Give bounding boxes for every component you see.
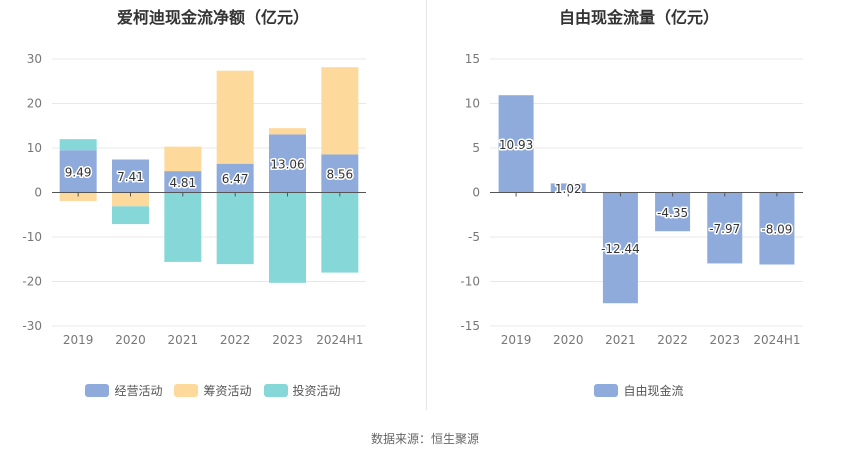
data-label: -7.97 (709, 222, 740, 236)
y-tick-label: -30 (22, 319, 42, 333)
x-tick-label: 2021 (168, 333, 199, 347)
bar (112, 192, 149, 207)
bar (707, 192, 743, 264)
data-label: 4.81 (169, 176, 196, 190)
bar (59, 139, 97, 151)
data-label: -8.09 (761, 223, 792, 237)
x-tick-label: 2024H1 (753, 333, 800, 347)
legend-label: 投资活动 (292, 384, 341, 398)
y-tick-label: -10 (460, 275, 480, 289)
y-tick-label: -20 (22, 275, 42, 289)
bar (321, 67, 359, 155)
y-tick-label: 5 (472, 141, 480, 155)
bar (216, 192, 254, 265)
y-tick-label: 0 (34, 186, 42, 200)
y-tick-label: -5 (468, 230, 480, 244)
bar (498, 95, 534, 193)
bar (59, 150, 97, 193)
y-tick-label: -10 (22, 230, 42, 244)
data-label: 1.02 (555, 182, 582, 196)
data-label: 9.49 (65, 165, 92, 179)
legend: 经营活动 筹资活动 投资活动 (0, 382, 426, 399)
y-tick-label: 0 (472, 186, 480, 200)
legend-item[interactable]: 投资活动 (263, 382, 341, 399)
legend-label: 自由现金流 (623, 384, 684, 398)
data-label: 7.41 (117, 170, 144, 184)
x-tick-label: 2022 (657, 333, 688, 347)
data-label: -4.35 (657, 206, 688, 220)
cashflow-net-chart: 爱柯迪现金流净额（亿元） 30 20 10 0 -10 -20 -30 2019 2020 202… (0, 0, 426, 410)
legend-swatch (594, 384, 619, 397)
chart-title: 爱柯迪现金流净额（亿元） (116, 8, 309, 27)
bar (269, 192, 306, 283)
legend-item[interactable]: 经营活动 (85, 382, 162, 399)
legend: 自由现金流 (428, 382, 850, 399)
y-tick-label: 20 (27, 97, 42, 111)
free-cashflow-plot: 15 10 5 0 -5 -10 -15 2019 2020 2021 2022 2023 2024H1… (460, 52, 803, 347)
free-cashflow-chart: 自由现金流量（亿元） 15 10 5 0 -5 -10 -15 2019 2020 2021 202… (428, 0, 850, 410)
legend-label: 经营活动 (114, 384, 163, 398)
x-tick-label: 2023 (272, 333, 303, 347)
data-label: 6.47 (222, 172, 249, 186)
legend-swatch (263, 384, 288, 397)
x-tick-label: 2022 (220, 333, 251, 347)
bar (602, 192, 638, 304)
bar (59, 192, 97, 201)
y-tick-label: 10 (465, 97, 480, 111)
bar (216, 163, 254, 193)
bar (112, 159, 149, 193)
x-tick-label: 2019 (63, 333, 94, 347)
bar (655, 192, 691, 232)
data-label: -12.44 (601, 242, 640, 256)
x-tick-label: 2024H1 (316, 333, 363, 347)
bar (164, 146, 202, 172)
x-tick-label: 2019 (501, 333, 532, 347)
panel-divider (426, 0, 427, 410)
chart-title: 自由现金流量（亿元） (558, 8, 719, 27)
bar (164, 171, 202, 193)
bar (269, 134, 306, 193)
legend-swatch (85, 384, 110, 397)
x-tick-label: 2021 (605, 333, 636, 347)
bar (164, 192, 202, 262)
y-tick-label: 30 (27, 52, 42, 66)
bar (112, 206, 149, 225)
x-tick-label: 2020 (553, 333, 584, 347)
bar (321, 192, 359, 273)
bar (321, 154, 359, 193)
legend-item[interactable]: 筹资活动 (174, 382, 252, 399)
bar (759, 192, 795, 265)
cashflow-net-plot: 30 20 10 0 -10 -20 -30 2019 2020 2021 2022 2023 2024… (22, 52, 366, 347)
bar (216, 70, 254, 164)
data-label: 13.06 (270, 157, 304, 171)
y-tick-label: 15 (465, 52, 480, 66)
x-tick-label: 2020 (115, 333, 146, 347)
y-tick-label: 10 (27, 141, 42, 155)
data-source: 数据来源：恒生聚源 (370, 432, 479, 446)
data-label: 10.93 (499, 138, 533, 152)
legend-item[interactable]: 自由现金流 (594, 382, 684, 399)
legend-swatch (174, 384, 199, 397)
legend-label: 筹资活动 (203, 384, 252, 398)
y-tick-label: -15 (460, 319, 480, 333)
x-tick-label: 2023 (709, 333, 740, 347)
bar (550, 183, 586, 193)
data-label: 8.56 (326, 167, 353, 181)
bar (269, 128, 306, 135)
